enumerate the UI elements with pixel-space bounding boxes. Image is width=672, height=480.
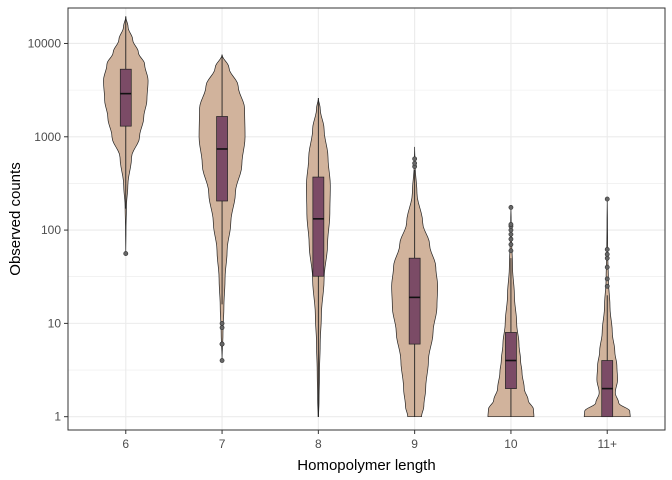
violin-group [583, 196, 631, 418]
outlier-point [508, 222, 514, 227]
x-tick-label: 8 [315, 437, 322, 451]
outlier-point [508, 242, 514, 247]
x-tick-label: 6 [122, 437, 129, 451]
box-iqr [408, 257, 421, 345]
outlier-point [123, 251, 129, 256]
outlier-point [412, 156, 418, 162]
y-tick-label: 1000 [34, 130, 61, 144]
y-axis-title: Observed counts [7, 162, 24, 275]
x-tick-label: 7 [219, 437, 226, 451]
outlier-point [604, 283, 610, 289]
x-tick-label: 9 [411, 437, 418, 451]
outlier-point [604, 247, 610, 252]
box-iqr [119, 68, 132, 127]
x-axis-title: Homopolymer length [297, 457, 435, 474]
outlier-point [219, 358, 225, 363]
outlier-point [604, 276, 610, 282]
grid [68, 8, 665, 430]
box-iqr [312, 176, 325, 277]
violin-group [487, 205, 535, 418]
violin-group [103, 16, 149, 256]
outlier-point [508, 248, 514, 254]
outlier-point [508, 236, 514, 242]
violin-group [391, 146, 439, 418]
outlier-point [604, 251, 610, 257]
outlier-point [219, 341, 225, 347]
box-iqr [216, 116, 228, 202]
outlier-point [508, 231, 514, 237]
panel-border [67, 7, 666, 431]
y-tick-label: 10 [48, 316, 62, 330]
axis-ticks: 1 10 100 1000 10000 6 7 8 9 10 11+ [28, 36, 617, 451]
violin-group [198, 54, 246, 363]
outlier-point [604, 264, 610, 270]
outlier-point [604, 196, 610, 202]
violin-group [306, 98, 331, 418]
x-tick-label: 10 [504, 437, 518, 451]
outlier-point [219, 325, 225, 331]
outlier-point [219, 320, 225, 326]
y-tick-label: 1 [54, 410, 61, 424]
violins [103, 16, 631, 418]
outlier-point [508, 205, 514, 210]
y-tick-label: 100 [41, 223, 61, 237]
x-tick-label: 11+ [597, 437, 616, 451]
outlier-point [412, 160, 418, 166]
y-tick-label: 10000 [28, 36, 62, 50]
